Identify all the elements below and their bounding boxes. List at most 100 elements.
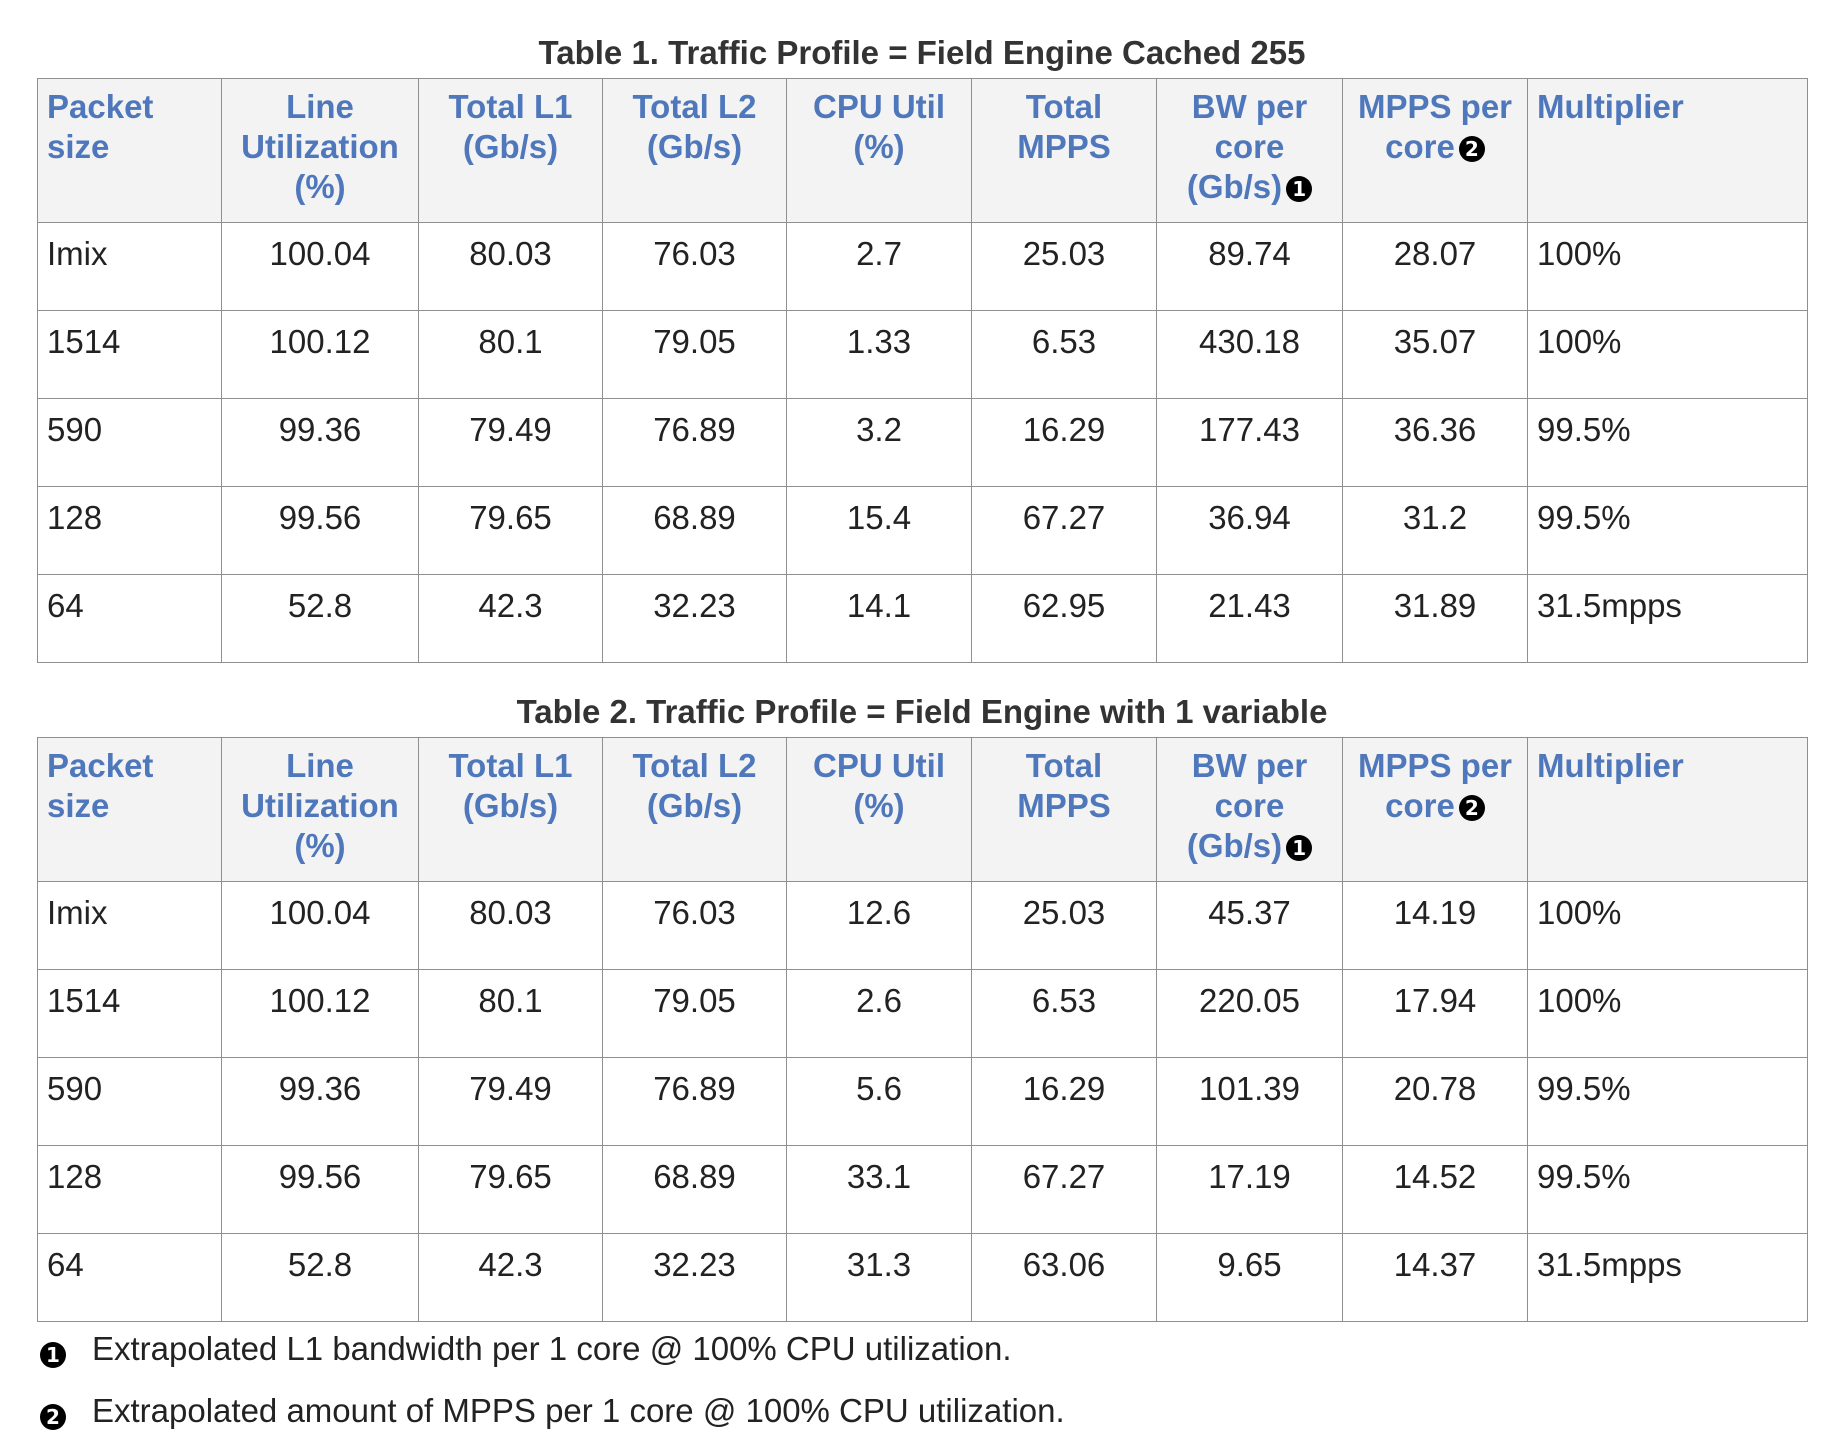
column-header-label: Line Utilization (%) <box>241 747 399 864</box>
table-cell: 128 <box>37 1145 222 1234</box>
table-cell: 15.4 <box>786 486 972 575</box>
table-cell: 99.5% <box>1527 398 1808 487</box>
header-row: Packet size Line Utilization (%) Total L1 … <box>37 737 1808 882</box>
column-header: Line Utilization (%) <box>221 737 419 882</box>
table-cell: 21.43 <box>1156 574 1343 663</box>
table-cell: 32.23 <box>602 574 787 663</box>
table-cell: 1514 <box>37 969 222 1058</box>
table-cell: 177.43 <box>1156 398 1343 487</box>
table-cell: 80.03 <box>418 222 603 311</box>
table-caption: Table 2. Traffic Profile = Field Engine … <box>516 693 1328 730</box>
table-cell: 9.65 <box>1156 1233 1343 1322</box>
column-header-label: Multiplier <box>1537 747 1684 784</box>
table-cell: 76.03 <box>602 881 787 970</box>
column-header-label: Total L2 (Gb/s) <box>632 747 757 824</box>
column-header: BW per core (Gb/s) 1 <box>1156 78 1343 223</box>
note-1-icon: 1 <box>40 1342 66 1368</box>
table-row: 128 99.56 79.65 68.89 33.1 67.27 17.19 14.52 99.… <box>37 1145 1808 1234</box>
table-cell: 99.5% <box>1527 1057 1808 1146</box>
table-cell: 45.37 <box>1156 881 1343 970</box>
table-cell: 220.05 <box>1156 969 1343 1058</box>
table-cell: 36.94 <box>1156 486 1343 575</box>
column-header-label: Multiplier <box>1537 88 1684 125</box>
table-cell: 99.5% <box>1527 1145 1808 1234</box>
footnotes: 1 Extrapolated L1 bandwidth per 1 core @ … <box>40 1318 1800 1442</box>
table-row: 590 99.36 79.49 76.89 3.2 16.29 177.43 36.36 99.… <box>37 398 1808 487</box>
column-header: Packet size <box>37 737 222 882</box>
table-cell: 128 <box>37 486 222 575</box>
table-body: Imix 100.04 80.03 76.03 2.7 25.03 89.74 28.07 10… <box>37 222 1808 663</box>
table-cell: 79.49 <box>418 1057 603 1146</box>
table-cell: 2.6 <box>786 969 972 1058</box>
table-cell: 99.56 <box>221 1145 419 1234</box>
table-cell: 16.29 <box>971 1057 1157 1146</box>
table-2-block: Table 2. Traffic Profile = Field Engine … <box>37 687 1808 1322</box>
table-cell: 80.1 <box>418 969 603 1058</box>
table-cell: 101.39 <box>1156 1057 1343 1146</box>
table-cell: 99.56 <box>221 486 419 575</box>
table-cell: 1.33 <box>786 310 972 399</box>
column-header: Total L1 (Gb/s) <box>418 78 603 223</box>
footnote-2: 2 Extrapolated amount of MPPS per 1 core … <box>40 1380 1800 1442</box>
table-cell: 12.6 <box>786 881 972 970</box>
table-cell: 79.49 <box>418 398 603 487</box>
table-cell: 14.52 <box>1342 1145 1528 1234</box>
table-cell: 100.04 <box>221 881 419 970</box>
column-header: CPU Util (%) <box>786 78 972 223</box>
table-cell: 17.94 <box>1342 969 1528 1058</box>
table-cell: 52.8 <box>221 1233 419 1322</box>
table-cell: 42.3 <box>418 574 603 663</box>
table-cell: 89.74 <box>1156 222 1343 311</box>
table-cell: 35.07 <box>1342 310 1528 399</box>
table-cell: 100.12 <box>221 969 419 1058</box>
table-cell: 32.23 <box>602 1233 787 1322</box>
column-header-label: Total L1 (Gb/s) <box>448 747 573 824</box>
table-cell: 100% <box>1527 969 1808 1058</box>
table-cell: Imix <box>37 881 222 970</box>
table-caption: Table 1. Traffic Profile = Field Engine … <box>538 34 1306 71</box>
table-cell: 31.5mpps <box>1527 574 1808 663</box>
table-row: 64 52.8 42.3 32.23 31.3 63.06 9.65 14.37 31.5mpp… <box>37 1233 1808 1322</box>
table-cell: 31.3 <box>786 1233 972 1322</box>
column-header: Total L1 (Gb/s) <box>418 737 603 882</box>
header-row: Packet size Line Utilization (%) Total L1 … <box>37 78 1808 223</box>
column-header-label: Line Utilization (%) <box>241 88 399 205</box>
column-header-label: Packet size <box>47 88 154 165</box>
table-cell: 100% <box>1527 310 1808 399</box>
table-row: 1514 100.12 80.1 79.05 2.6 6.53 220.05 17.94 100… <box>37 969 1808 1058</box>
table-cell: 68.89 <box>602 486 787 575</box>
table-cell: 63.06 <box>971 1233 1157 1322</box>
table-cell: 14.37 <box>1342 1233 1528 1322</box>
table-cell: 100.12 <box>221 310 419 399</box>
table-cell: 6.53 <box>971 310 1157 399</box>
table-cell: 430.18 <box>1156 310 1343 399</box>
table-cell: 99.36 <box>221 1057 419 1146</box>
table-cell: 76.89 <box>602 1057 787 1146</box>
table-cell: 52.8 <box>221 574 419 663</box>
table-cell: 14.19 <box>1342 881 1528 970</box>
footnote-1: 1 Extrapolated L1 bandwidth per 1 core @ … <box>40 1318 1800 1380</box>
column-header: Line Utilization (%) <box>221 78 419 223</box>
footnote-text: Extrapolated L1 bandwidth per 1 core @ 1… <box>92 1330 1012 1367</box>
table-cell: 99.5% <box>1527 486 1808 575</box>
table-cell: 25.03 <box>971 881 1157 970</box>
table-cell: 67.27 <box>971 1145 1157 1234</box>
table-cell: 80.03 <box>418 881 603 970</box>
table-cell: 16.29 <box>971 398 1157 487</box>
column-header-label: CPU Util (%) <box>813 747 945 824</box>
column-header-label: MPPS per core <box>1357 88 1513 165</box>
note-2-icon: 2 <box>1458 795 1485 821</box>
table-cell: 36.36 <box>1342 398 1528 487</box>
table-cell: 100% <box>1527 881 1808 970</box>
column-header: Total MPPS <box>971 78 1157 223</box>
column-header-label: CPU Util (%) <box>813 88 945 165</box>
table-body: Imix 100.04 80.03 76.03 12.6 25.03 45.37 14.19 1… <box>37 881 1808 1322</box>
table-cell: 80.1 <box>418 310 603 399</box>
table-cell: 28.07 <box>1342 222 1528 311</box>
table-cell: 68.89 <box>602 1145 787 1234</box>
table-cell: 1514 <box>37 310 222 399</box>
note-2-icon: 2 <box>1458 136 1485 162</box>
column-header-label: Total L2 (Gb/s) <box>632 88 757 165</box>
column-header: BW per core (Gb/s) 1 <box>1156 737 1343 882</box>
column-header: Multiplier <box>1527 78 1808 223</box>
